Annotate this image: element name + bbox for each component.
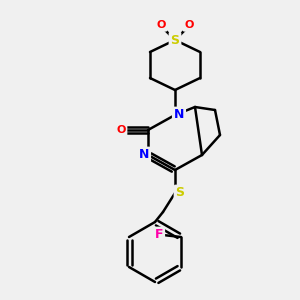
Text: S: S [176,187,184,200]
Text: N: N [139,148,149,161]
Text: F: F [155,229,163,242]
Text: O: O [116,125,126,135]
Text: O: O [156,20,166,30]
Text: O: O [184,20,194,30]
Text: S: S [170,34,179,46]
Text: N: N [174,109,184,122]
